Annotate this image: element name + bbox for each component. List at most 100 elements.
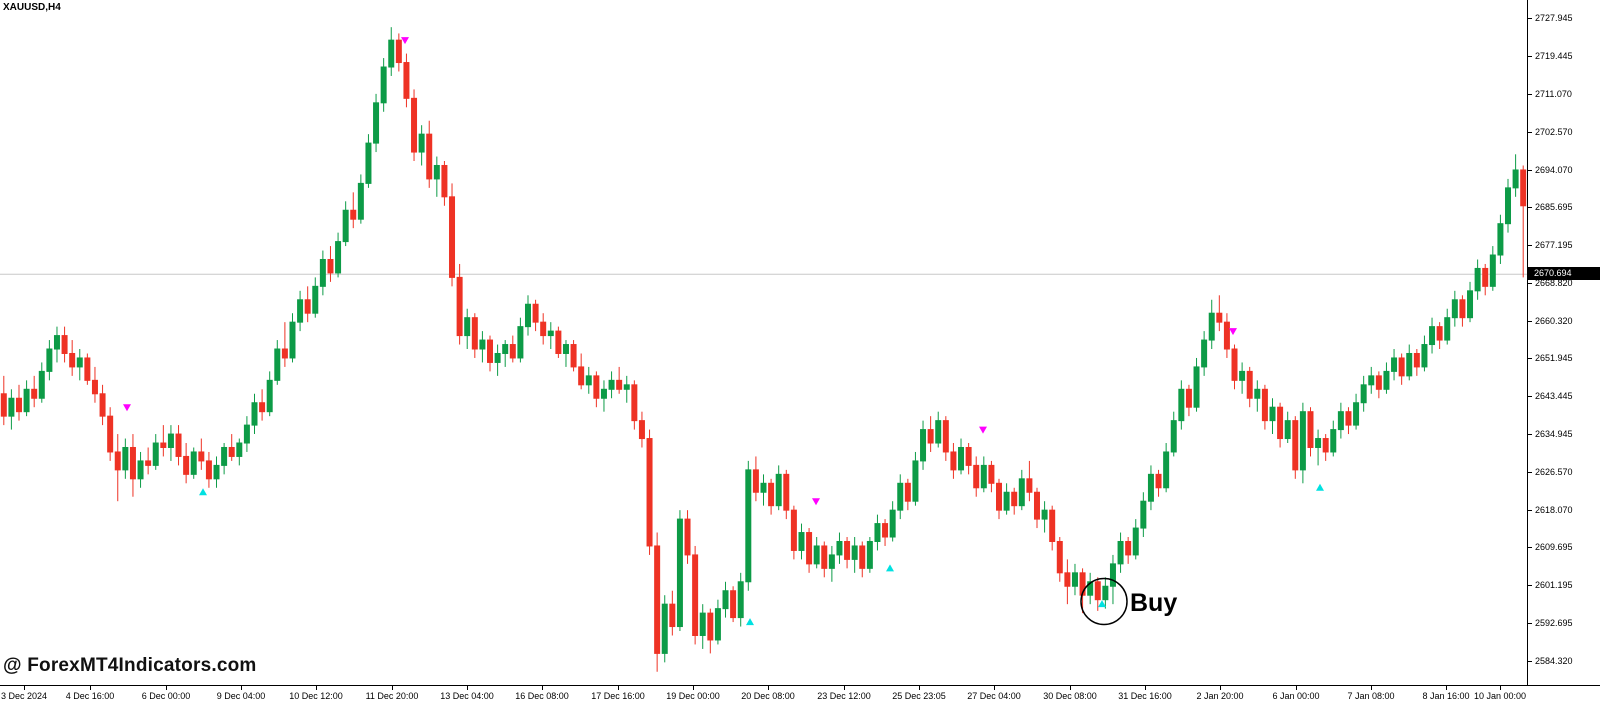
candle: [1406, 344, 1413, 381]
candle: [699, 604, 706, 649]
candle: [1102, 577, 1109, 609]
time-axis-tick: [316, 686, 317, 690]
candle-body: [236, 442, 243, 457]
candle: [973, 456, 980, 497]
candle-body: [266, 379, 273, 413]
candle-body: [175, 433, 182, 457]
candle-body: [1094, 581, 1101, 601]
candle-body: [1277, 406, 1284, 440]
candle-body: [707, 612, 714, 641]
candle: [23, 380, 30, 417]
candle-body: [380, 66, 387, 104]
candle-body: [1163, 451, 1170, 489]
candle-body: [912, 460, 919, 502]
candle: [996, 478, 1003, 520]
chart-canvas[interactable]: XAUUSD,H4 Buy @ ForexMT4Indicators.com: [0, 0, 1527, 685]
sell-arrow-icon: [123, 404, 131, 412]
candle-body: [1497, 223, 1504, 256]
candle: [1482, 263, 1489, 296]
candle-body: [1383, 370, 1390, 390]
candle-body: [350, 209, 357, 220]
price-axis-label: 2668.820: [1535, 277, 1573, 288]
price-axis-label: 2677.195: [1535, 240, 1573, 251]
candle: [646, 429, 653, 555]
candle: [1018, 469, 1025, 511]
candle: [403, 53, 410, 108]
candle: [1094, 577, 1101, 611]
candle: [1489, 246, 1496, 291]
price-axis-tick: [1528, 396, 1532, 398]
candle: [152, 434, 159, 470]
price-axis-tick: [1528, 282, 1532, 284]
candle-body: [821, 545, 828, 569]
candle: [471, 313, 478, 358]
candle: [190, 447, 197, 479]
candle-body: [1269, 406, 1276, 422]
candle: [752, 456, 759, 502]
candle: [464, 308, 471, 350]
candle: [623, 375, 630, 403]
candle: [1307, 407, 1314, 457]
candle: [676, 510, 683, 632]
time-axis-label: 13 Dec 04:00: [440, 691, 494, 701]
buy-arrow-icon: [1098, 600, 1106, 608]
time-axis-tick: [392, 686, 393, 690]
candle: [479, 331, 486, 363]
candle: [1254, 380, 1261, 412]
candle-body: [304, 299, 311, 314]
candle-body: [950, 451, 957, 471]
candle: [335, 232, 342, 278]
candle: [319, 250, 326, 296]
candle-body: [327, 258, 334, 274]
candle-body: [99, 393, 106, 417]
candle-body: [844, 540, 851, 560]
candle-body: [638, 420, 645, 440]
candle-body: [1429, 326, 1436, 346]
time-axis[interactable]: 3 Dec 2024 4 Dec 16:00 6 Dec 00:00 9 Dec 04…: [0, 685, 1600, 714]
candle-body: [600, 388, 607, 399]
price-axis-label: 2618.070: [1535, 504, 1573, 515]
price-axis-tick: [1528, 509, 1532, 511]
candle: [760, 474, 767, 506]
candle: [1064, 559, 1071, 605]
candle: [737, 572, 744, 627]
symbol-timeframe-label: XAUUSD,H4: [3, 2, 61, 13]
candle: [69, 340, 76, 376]
candle-body: [631, 384, 638, 422]
candle-body: [297, 299, 304, 323]
candle: [783, 469, 790, 520]
candle: [1269, 398, 1276, 435]
candle: [1429, 317, 1436, 354]
candle: [487, 335, 494, 372]
candle: [441, 161, 448, 206]
candle: [1170, 411, 1177, 457]
candlestick-chart[interactable]: [0, 0, 1527, 685]
candle-body: [806, 532, 813, 565]
candle: [380, 58, 387, 112]
time-axis-tick: [24, 686, 25, 690]
candle-body: [1299, 411, 1306, 471]
candle: [15, 384, 22, 421]
candle: [562, 340, 569, 367]
candle: [540, 313, 547, 345]
candle-body: [289, 321, 296, 359]
candle: [1117, 532, 1124, 573]
candle: [160, 425, 167, 457]
candle: [1383, 362, 1390, 394]
price-axis[interactable]: 2670.694 2727.945 2719.445 2711.070 2702.57…: [1527, 0, 1600, 685]
candle-body: [1337, 411, 1344, 431]
time-axis-tick: [994, 686, 995, 690]
candle-body: [243, 424, 250, 444]
price-axis-label: 2584.320: [1535, 655, 1573, 666]
price-axis-label: 2727.945: [1535, 13, 1573, 24]
candle-body: [1413, 352, 1420, 368]
candle: [813, 537, 820, 569]
candle-body: [889, 509, 896, 538]
price-axis-tick: [1528, 320, 1532, 322]
candle-body: [1018, 478, 1025, 507]
candle-body: [935, 420, 942, 444]
candle: [304, 286, 311, 323]
candle-body: [403, 62, 410, 99]
candle: [1292, 416, 1299, 479]
